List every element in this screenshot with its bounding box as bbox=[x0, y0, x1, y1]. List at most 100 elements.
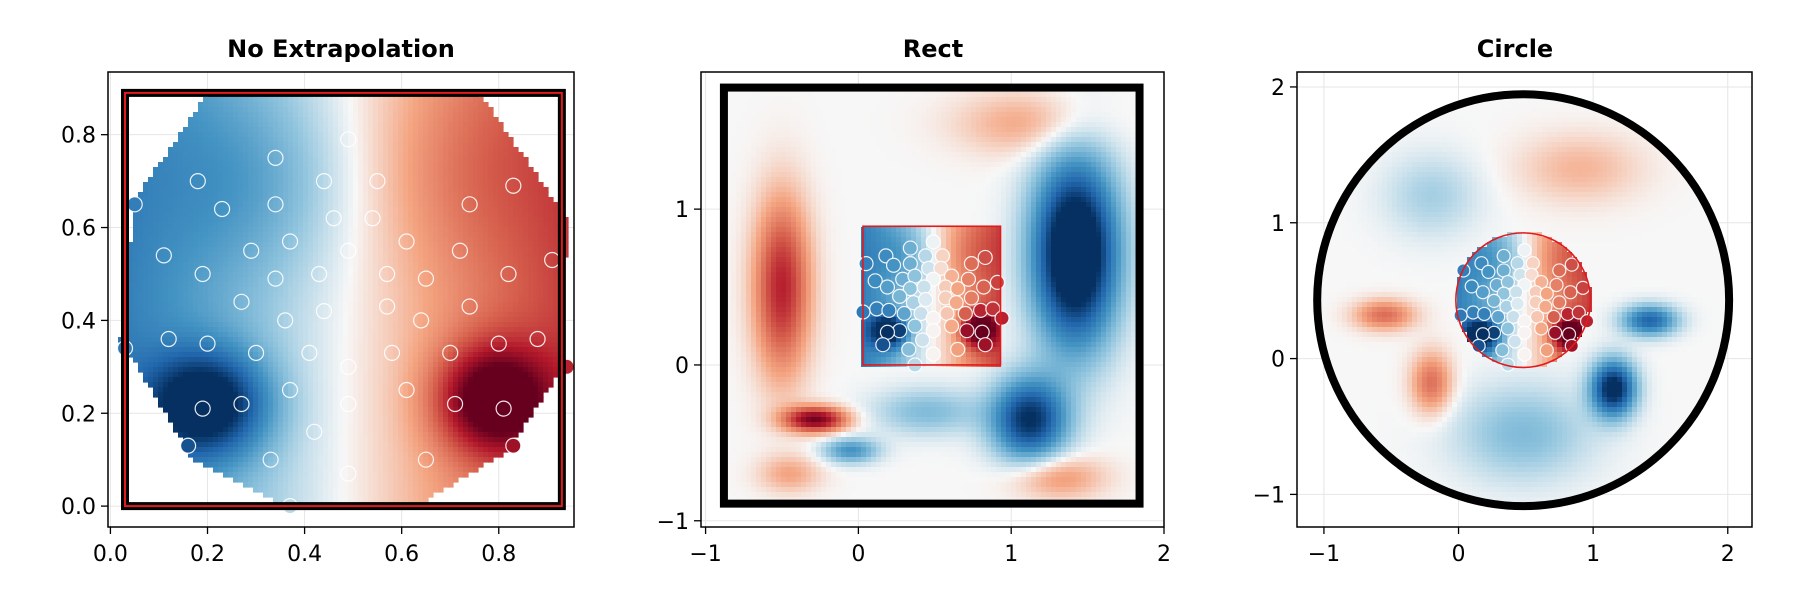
heatmap-cell bbox=[463, 322, 469, 328]
heatmap-cell bbox=[248, 132, 254, 138]
heatmap-cell bbox=[233, 307, 239, 313]
heatmap-cell bbox=[463, 232, 469, 238]
heatmap-cell bbox=[268, 327, 274, 333]
heatmap-cell bbox=[148, 342, 154, 348]
heatmap-cell bbox=[278, 342, 284, 348]
heatmap-cell bbox=[263, 347, 269, 353]
heatmap-cell bbox=[418, 287, 424, 293]
heatmap-cell bbox=[478, 227, 484, 233]
heatmap-cell bbox=[463, 357, 469, 363]
heatmap-cell bbox=[188, 212, 194, 218]
heatmap-cell bbox=[393, 167, 399, 173]
heatmap-cell bbox=[408, 352, 414, 358]
heatmap-cell bbox=[473, 352, 479, 358]
heatmap-cell bbox=[453, 352, 459, 358]
heatmap-cell bbox=[373, 297, 379, 303]
heatmap-cell bbox=[383, 247, 389, 253]
heatmap-cell bbox=[238, 242, 244, 248]
heatmap-cell bbox=[308, 152, 314, 158]
heatmap-cell bbox=[543, 207, 549, 213]
heatmap-cell bbox=[343, 182, 349, 188]
heatmap-cell bbox=[283, 172, 289, 178]
heatmap-cell bbox=[293, 372, 299, 378]
heatmap-cell bbox=[163, 182, 169, 188]
heatmap-cell bbox=[373, 337, 379, 343]
heatmap-cell bbox=[518, 202, 524, 208]
heatmap-cell bbox=[428, 117, 434, 123]
heatmap-cell bbox=[203, 362, 209, 368]
heatmap-cell bbox=[468, 252, 474, 258]
heatmap-cell bbox=[238, 202, 244, 208]
heatmap-cell bbox=[308, 197, 314, 203]
heatmap-cell bbox=[418, 397, 424, 403]
heatmap-cell bbox=[508, 192, 514, 198]
heatmap-cell bbox=[503, 167, 509, 173]
heatmap-cell bbox=[308, 187, 314, 193]
heatmap-cell bbox=[223, 322, 229, 328]
heatmap-cell bbox=[438, 257, 444, 263]
heatmap-cell bbox=[253, 367, 259, 373]
heatmap-cell bbox=[233, 122, 239, 128]
heatmap-cell bbox=[423, 217, 429, 223]
heatmap-cell bbox=[323, 322, 329, 328]
heatmap-cell bbox=[458, 287, 464, 293]
heatmap-cell bbox=[328, 387, 334, 393]
heatmap-cell bbox=[208, 102, 214, 108]
heatmap-cell bbox=[318, 157, 324, 163]
heatmap-cell bbox=[308, 387, 314, 393]
heatmap-cell bbox=[198, 382, 204, 388]
heatmap-cell bbox=[128, 277, 134, 283]
heatmap-cell bbox=[248, 177, 254, 183]
heatmap-cell bbox=[498, 362, 504, 368]
heatmap-cell bbox=[173, 332, 179, 338]
heatmap-cell bbox=[333, 382, 339, 388]
heatmap-cell bbox=[393, 152, 399, 158]
heatmap-cell bbox=[258, 112, 264, 118]
heatmap-cell bbox=[383, 392, 389, 398]
heatmap-cell bbox=[378, 372, 384, 378]
heatmap-cell bbox=[453, 157, 459, 163]
heatmap-cell bbox=[303, 237, 309, 243]
heatmap-cell bbox=[543, 372, 549, 378]
heatmap-cell bbox=[193, 187, 199, 193]
heatmap-cell bbox=[208, 292, 214, 298]
heatmap-cell bbox=[503, 302, 509, 308]
heatmap-cell bbox=[383, 277, 389, 283]
heatmap-cell bbox=[383, 377, 389, 383]
heatmap-cell bbox=[248, 187, 254, 193]
heatmap-cell bbox=[373, 232, 379, 238]
heatmap-cell bbox=[293, 357, 299, 363]
heatmap-cell bbox=[378, 217, 384, 223]
heatmap-cell bbox=[523, 317, 529, 323]
heatmap-cell bbox=[333, 392, 339, 398]
heatmap-cell bbox=[453, 252, 459, 258]
heatmap-cell bbox=[453, 217, 459, 223]
heatmap-cell bbox=[488, 232, 494, 238]
heatmap-cell bbox=[243, 292, 249, 298]
heatmap-cell bbox=[288, 132, 294, 138]
heatmap-cell bbox=[378, 317, 384, 323]
heatmap-cell bbox=[463, 222, 469, 228]
heatmap-cell bbox=[393, 192, 399, 198]
heatmap-cell bbox=[533, 302, 539, 308]
heatmap-cell bbox=[453, 147, 459, 153]
heatmap-cell bbox=[373, 377, 379, 383]
heatmap-cell bbox=[438, 317, 444, 323]
heatmap-cell bbox=[133, 242, 139, 248]
heatmap-cell bbox=[413, 257, 419, 263]
heatmap-cell bbox=[343, 122, 349, 128]
heatmap-cell bbox=[488, 107, 494, 113]
heatmap-cell bbox=[458, 312, 464, 318]
heatmap-cell bbox=[538, 227, 544, 233]
heatmap-cell bbox=[538, 252, 544, 258]
heatmap-cell bbox=[283, 272, 289, 278]
heatmap-cell bbox=[333, 102, 339, 108]
heatmap-cell bbox=[333, 297, 339, 303]
heatmap-cell bbox=[323, 172, 329, 178]
heatmap-cell bbox=[468, 227, 474, 233]
heatmap-cell bbox=[213, 192, 219, 198]
heatmap-cell bbox=[473, 382, 479, 388]
heatmap-cell bbox=[263, 167, 269, 173]
heatmap-cell bbox=[238, 302, 244, 308]
heatmap-cell bbox=[503, 212, 509, 218]
